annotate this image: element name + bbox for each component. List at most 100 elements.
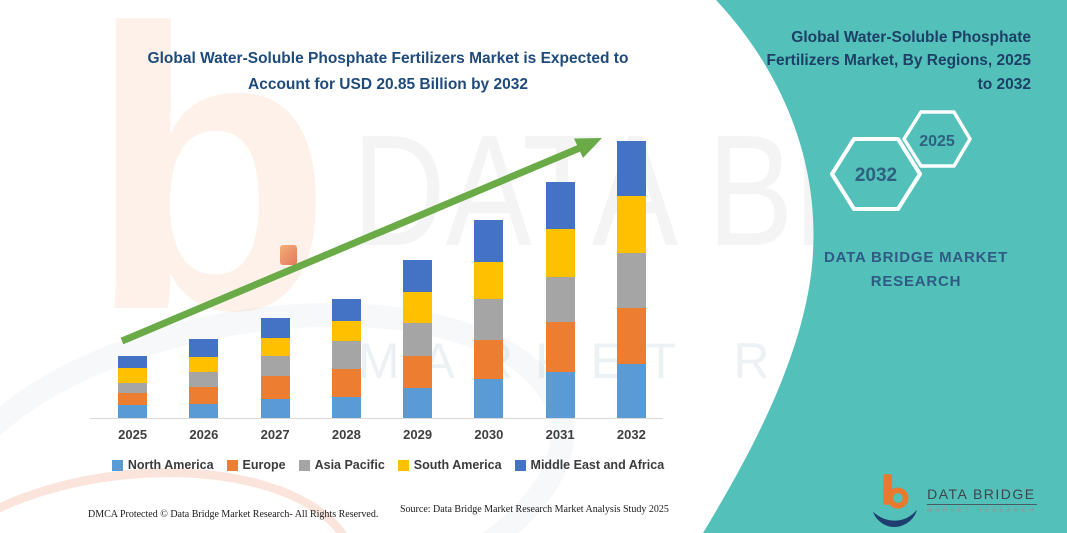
x-axis-label-2025: 2025: [118, 427, 148, 442]
bar-segment-2030: [474, 220, 504, 262]
side-panel-brand: DATA BRIDGE MARKET RESEARCH: [810, 246, 1022, 294]
stacked-bar-2028: [331, 299, 361, 418]
bar-segment-2028: [331, 321, 361, 341]
side-panel-title: Global Water-Soluble Phosphate Fertilize…: [721, 26, 1031, 96]
legend-item: South America: [397, 458, 502, 472]
bar-segment-2028: [331, 299, 361, 322]
bar-segment-2026: [189, 404, 219, 418]
bar-segment-2030: [474, 261, 504, 300]
bar-segment-2026: [189, 339, 219, 357]
bar-segment-2029: [403, 388, 433, 418]
bar-segment-2025: [118, 368, 148, 383]
bar-segment-2025: [118, 382, 148, 394]
legend-swatch-icon: [111, 459, 123, 471]
bar-column-2025: [97, 126, 168, 418]
side-panel-title-line3: to 2032: [977, 75, 1031, 93]
side-panel-brand-line1: DATA BRIDGE MARKET: [823, 249, 1009, 266]
legend: North America Europe Asia Pacific South Ame…: [63, 458, 713, 472]
bar-segment-2032: [616, 141, 646, 196]
chart-title-line1: Global Water-Soluble Phosphate Fertilize…: [147, 50, 629, 67]
chart-title-line2: Account for USD 20.85 Billion by 2032: [248, 75, 528, 93]
bar-segment-2030: [474, 299, 504, 341]
bar-segment-2026: [189, 372, 219, 387]
legend-swatch-icon: [514, 459, 526, 471]
legend-item: Middle East and Africa: [514, 458, 665, 472]
chart-title: Global Water-Soluble Phosphate Fertilize…: [63, 46, 713, 97]
bar-segment-2032: [616, 307, 646, 364]
legend-label: Middle East and Africa: [530, 458, 665, 472]
bar-segment-2031: [545, 372, 575, 418]
bar-segment-2027: [260, 356, 290, 377]
bar-column-2026: [168, 126, 239, 418]
bar-column-2028: [311, 126, 382, 418]
bar-segment-2028: [331, 340, 361, 369]
stacked-bar-2030: [474, 220, 504, 418]
legend-label: South America: [413, 458, 502, 472]
bar-segment-2029: [403, 260, 433, 292]
logo-subtitle: MARKET RESEARCH: [927, 507, 1037, 514]
legend-item: Asia Pacific: [298, 458, 385, 472]
bar-segment-2025: [118, 405, 148, 418]
x-axis-label-2028: 2028: [331, 427, 361, 442]
bar-segment-2029: [403, 291, 433, 324]
bar-segment-2027: [260, 376, 290, 400]
bar-segment-2025: [118, 356, 148, 369]
stacked-bar-2027: [260, 318, 290, 418]
x-axis-label-2029: 2029: [403, 427, 433, 442]
bar-column-2032: [596, 126, 667, 418]
bar-segment-2031: [545, 277, 575, 323]
bar-column-2027: [240, 126, 311, 418]
bar-segment-2029: [403, 355, 433, 389]
stacked-bar-2026: [189, 339, 219, 418]
bar-segment-2030: [474, 340, 504, 379]
side-panel-brand-line2: RESEARCH: [870, 273, 962, 290]
legend-swatch-icon: [298, 459, 310, 471]
bar-segment-2026: [189, 356, 219, 373]
databridge-logo: DATA BRIDGE MARKET RESEARCH: [871, 472, 1037, 528]
side-panel-title-line2: Fertilizers Market, By Regions, 2025: [766, 52, 1031, 70]
legend-item: North America: [111, 458, 214, 472]
bar-segment-2029: [403, 323, 433, 356]
plot-area: [97, 126, 667, 418]
bar-segment-2032: [616, 195, 646, 253]
bar-segment-2026: [189, 386, 219, 405]
bar-segment-2031: [545, 229, 575, 278]
databridge-logo-icon: [873, 474, 918, 527]
legend-swatch-icon: [226, 459, 238, 471]
x-axis-label-2027: 2027: [260, 427, 290, 442]
bar-column-2031: [525, 126, 596, 418]
x-axis-line: [90, 418, 663, 419]
legend-swatch-icon: [397, 459, 409, 471]
legend-label: North America: [127, 458, 214, 472]
bar-segment-2032: [616, 363, 646, 418]
stacked-bar-2029: [403, 260, 433, 418]
bar-segment-2028: [331, 368, 361, 397]
bar-segment-2031: [545, 181, 575, 230]
stacked-bar-2032: [616, 141, 646, 418]
bar-segment-2031: [545, 322, 575, 373]
bar-segment-2028: [331, 396, 361, 418]
bar-segment-2027: [260, 399, 290, 418]
stacked-bar-2025: [118, 356, 148, 418]
legend-label: Asia Pacific: [314, 458, 385, 472]
bar-segment-2032: [616, 252, 646, 308]
bar-segment-2027: [260, 318, 290, 338]
side-panel-title-line1: Global Water-Soluble Phosphate: [791, 29, 1031, 46]
legend-label: Europe: [242, 458, 286, 472]
legend-item: Europe: [226, 458, 286, 472]
source-note: Source: Data Bridge Market Research Mark…: [400, 504, 669, 515]
logo-name: DATA BRIDGE: [927, 486, 1037, 505]
bar-segment-2027: [260, 337, 290, 357]
bar-column-2029: [382, 126, 453, 418]
x-axis-labels: 2025 2026 2027 2028 2029 2030 2031 2032: [97, 427, 667, 442]
bar-column-2030: [453, 126, 524, 418]
x-axis-label-2032: 2032: [616, 427, 646, 442]
x-axis-label-2031: 2031: [545, 427, 575, 442]
stacked-bar-2031: [545, 181, 575, 418]
dmca-notice: DMCA Protected © Data Bridge Market Rese…: [88, 509, 379, 520]
bar-segment-2030: [474, 378, 504, 418]
x-axis-label-2030: 2030: [474, 427, 504, 442]
x-axis-label-2026: 2026: [189, 427, 219, 442]
